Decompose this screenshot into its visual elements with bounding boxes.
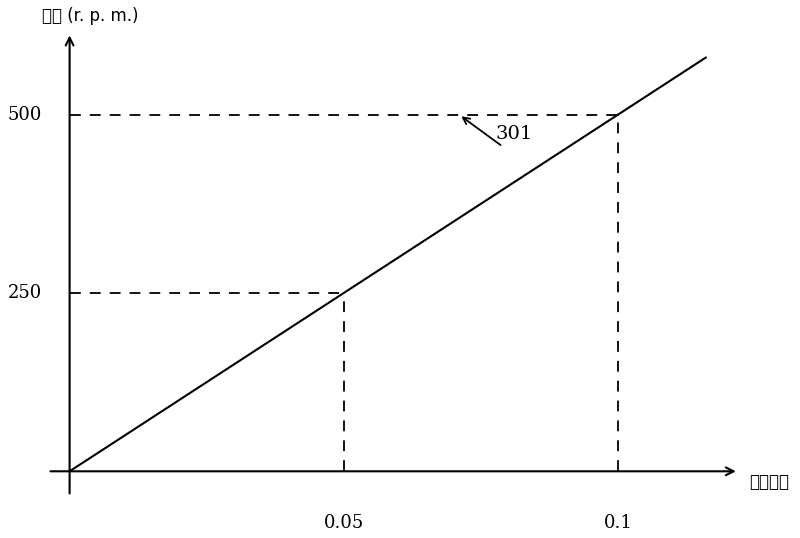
Text: 转速 (r. p. m.): 转速 (r. p. m.) [42,8,138,25]
Text: 500: 500 [8,105,42,124]
Text: 0.1: 0.1 [603,514,633,532]
Text: 250: 250 [8,284,42,302]
Text: 0.05: 0.05 [324,514,364,532]
Text: 可调电压: 可调电压 [750,473,790,491]
Text: 301: 301 [495,125,533,143]
